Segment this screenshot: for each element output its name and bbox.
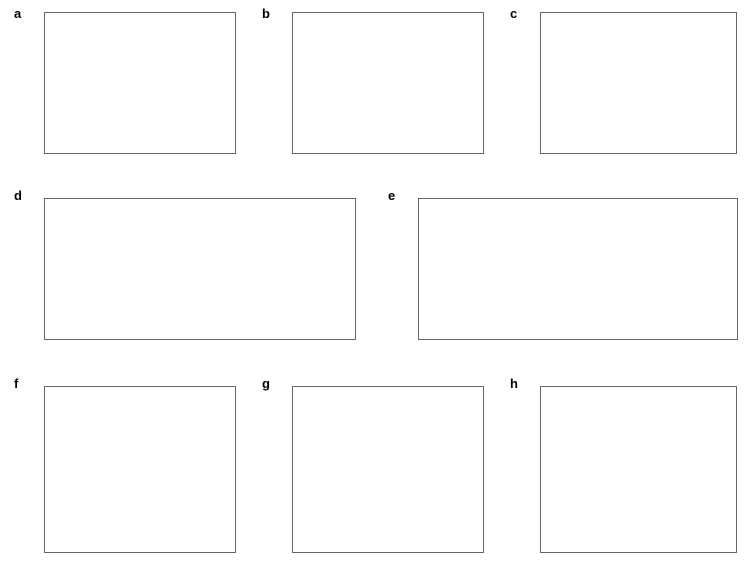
- chart-d: [44, 198, 356, 340]
- panel-label-b: b: [262, 6, 270, 21]
- chart-f: [44, 386, 236, 553]
- chart-a: [44, 12, 236, 154]
- chart-g: [292, 386, 484, 553]
- panel-label-e: e: [388, 188, 395, 203]
- chart-h: [540, 386, 737, 553]
- panel-label-c: c: [510, 6, 517, 21]
- chart-c: [540, 12, 737, 154]
- panel-label-f: f: [14, 376, 18, 391]
- panel-label-a: a: [14, 6, 21, 21]
- panel-label-h: h: [510, 376, 518, 391]
- panel-label-g: g: [262, 376, 270, 391]
- panel-label-d: d: [14, 188, 22, 203]
- chart-b: [292, 12, 484, 154]
- chart-e: [418, 198, 738, 340]
